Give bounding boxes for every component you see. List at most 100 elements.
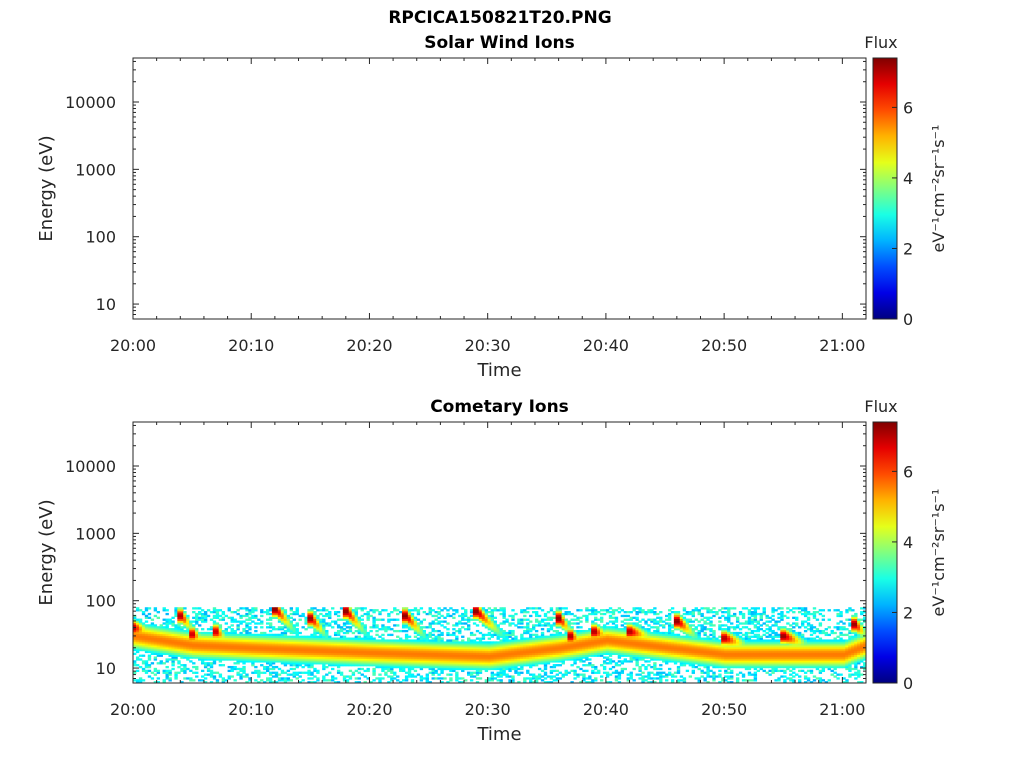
heatmap-cell (443, 643, 447, 646)
heatmap-cell (561, 656, 565, 659)
heatmap-cell (416, 609, 421, 612)
heatmap-cell (369, 629, 373, 633)
heatmap-cell (458, 664, 462, 667)
heatmap-cell (174, 639, 178, 642)
heatmap-cell (493, 656, 497, 659)
heatmap-cell (517, 650, 521, 654)
heatmap-cell (499, 664, 503, 667)
heatmap-cell (195, 631, 199, 635)
heatmap-cell (381, 639, 385, 642)
heatmap-cell (635, 652, 639, 655)
heatmap-cell (573, 614, 577, 618)
heatmap-cell (641, 629, 645, 633)
heatmap-cell (322, 665, 326, 669)
heatmap-cell (280, 609, 285, 612)
heatmap-cell (594, 665, 598, 669)
heatmap-cell (455, 629, 459, 633)
heatmap-cell (659, 652, 663, 655)
heatmap-cell (617, 607, 622, 610)
heatmap-cell (239, 635, 243, 638)
heatmap-cell (212, 639, 217, 642)
heatmap-cell (203, 620, 208, 623)
heatmap-cell (455, 639, 459, 642)
heatmap-cell (209, 645, 214, 648)
heatmap-cell (319, 660, 323, 663)
heatmap-cell (387, 633, 391, 637)
heatmap-cell (310, 645, 314, 648)
heatmap-cell (345, 639, 350, 642)
heatmap-cell (461, 612, 465, 616)
heatmap-cell (608, 616, 613, 619)
heatmap-cell (431, 667, 435, 671)
heatmap-cell (254, 629, 258, 633)
heatmap-cell (629, 622, 633, 625)
heatmap-cell (292, 675, 296, 678)
heatmap-cell (620, 609, 625, 612)
heatmap-cell (543, 658, 548, 661)
heatmap-cell (591, 664, 595, 667)
heatmap-cell (558, 614, 562, 618)
heatmap-cell (534, 658, 539, 661)
heatmap-cell (165, 618, 169, 621)
heatmap-cell (218, 658, 223, 661)
heatmap-cell (496, 656, 500, 659)
heatmap-cell (215, 635, 220, 638)
heatmap-cell (387, 612, 391, 616)
heatmap-cell (378, 612, 382, 616)
heatmap-cell (517, 662, 521, 665)
heatmap-cell (277, 616, 282, 619)
heatmap-cell (502, 671, 506, 674)
heatmap-cell (549, 669, 554, 673)
heatmap-cell (375, 618, 379, 621)
heatmap-cell (608, 639, 613, 642)
heatmap-cell (289, 650, 294, 654)
heatmap-cell (138, 620, 143, 623)
heatmap-cell (475, 662, 480, 665)
heatmap-cell (301, 652, 305, 655)
heatmap-cell (401, 667, 406, 671)
heatmap-cell (301, 647, 305, 650)
heatmap-cell (490, 671, 494, 674)
heatmap-cell (517, 664, 521, 667)
heatmap-cell (670, 654, 675, 657)
heatmap-cell (546, 616, 551, 619)
heatmap-cell (659, 650, 663, 654)
heatmap-cell (283, 662, 288, 665)
heatmap-cell (345, 643, 350, 646)
heatmap-cell (558, 637, 562, 640)
heatmap-cell (644, 628, 648, 631)
heatmap-cell (165, 629, 169, 633)
heatmap-cell (469, 639, 474, 642)
heatmap-cell (351, 641, 356, 644)
heatmap-cell (461, 622, 465, 625)
heatmap-cell (162, 633, 166, 637)
heatmap-cell (597, 643, 601, 646)
heatmap-cell (667, 645, 672, 648)
heatmap-cell (440, 669, 444, 673)
heatmap-cell (319, 629, 323, 633)
heatmap-cell (540, 650, 545, 654)
heatmap-cell (307, 665, 311, 669)
heatmap-cell (532, 633, 536, 637)
heatmap-cell (478, 616, 483, 619)
heatmap-cell (366, 662, 370, 665)
heatmap-cell (546, 648, 551, 652)
heatmap-cell (162, 609, 166, 612)
heatmap-cell (446, 645, 450, 648)
heatmap-cell (221, 641, 226, 644)
heatmap-cell (404, 652, 409, 655)
heatmap-cell (378, 648, 382, 652)
heatmap-cell (348, 677, 353, 680)
heatmap-cell (200, 631, 205, 635)
heatmap-cell (354, 637, 359, 640)
heatmap-cell (292, 626, 296, 629)
heatmap-cell (203, 641, 208, 644)
heatmap-cell (490, 664, 494, 667)
heatmap-cell (404, 612, 409, 616)
heatmap-cell (277, 620, 282, 623)
heatmap-cell (573, 669, 577, 673)
heatmap-cell (174, 677, 178, 680)
heatmap-cell (310, 614, 314, 618)
heatmap-cell (611, 609, 616, 612)
heatmap-cell (390, 628, 394, 631)
